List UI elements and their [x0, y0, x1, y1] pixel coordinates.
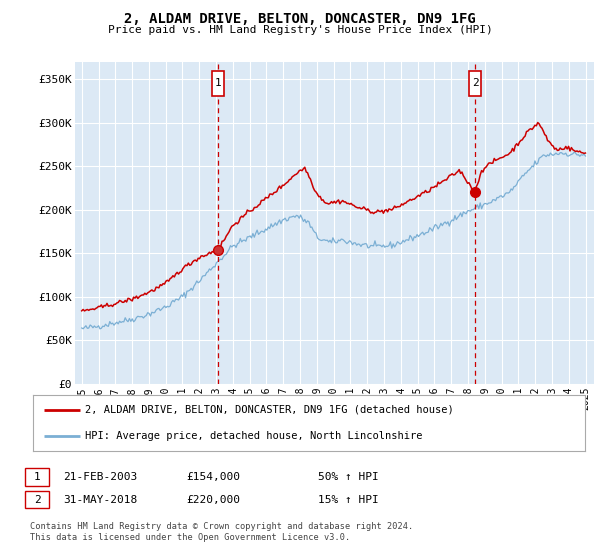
Text: 31-MAY-2018: 31-MAY-2018: [63, 494, 137, 505]
Text: £154,000: £154,000: [186, 472, 240, 482]
Text: 2: 2: [34, 494, 41, 505]
FancyBboxPatch shape: [212, 71, 224, 96]
Text: Contains HM Land Registry data © Crown copyright and database right 2024.: Contains HM Land Registry data © Crown c…: [30, 522, 413, 531]
Text: 2, ALDAM DRIVE, BELTON, DONCASTER, DN9 1FG (detached house): 2, ALDAM DRIVE, BELTON, DONCASTER, DN9 1…: [85, 405, 454, 415]
Text: This data is licensed under the Open Government Licence v3.0.: This data is licensed under the Open Gov…: [30, 533, 350, 542]
Text: 2: 2: [472, 78, 478, 88]
FancyBboxPatch shape: [469, 71, 481, 96]
Text: 2, ALDAM DRIVE, BELTON, DONCASTER, DN9 1FG: 2, ALDAM DRIVE, BELTON, DONCASTER, DN9 1…: [124, 12, 476, 26]
Text: 50% ↑ HPI: 50% ↑ HPI: [318, 472, 379, 482]
Text: £220,000: £220,000: [186, 494, 240, 505]
Text: Price paid vs. HM Land Registry's House Price Index (HPI): Price paid vs. HM Land Registry's House …: [107, 25, 493, 35]
Text: 1: 1: [215, 78, 221, 88]
Text: 21-FEB-2003: 21-FEB-2003: [63, 472, 137, 482]
Text: 1: 1: [34, 472, 41, 482]
Text: HPI: Average price, detached house, North Lincolnshire: HPI: Average price, detached house, Nort…: [85, 431, 423, 441]
Text: 15% ↑ HPI: 15% ↑ HPI: [318, 494, 379, 505]
